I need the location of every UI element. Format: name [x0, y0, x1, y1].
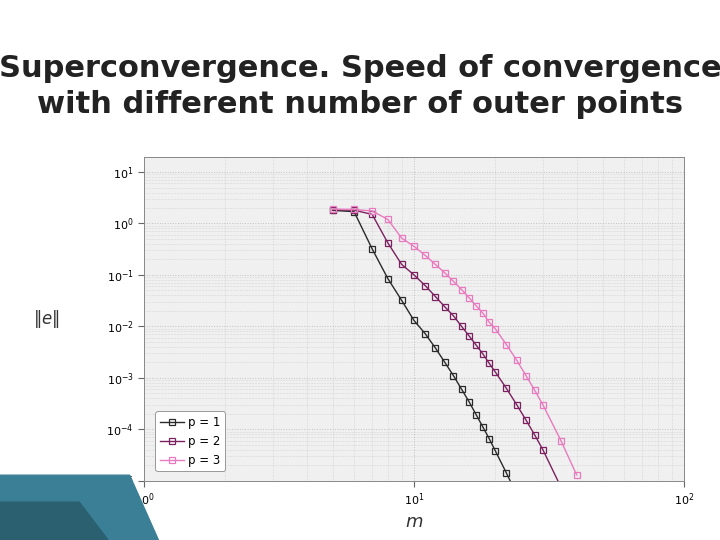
p = 1: [431, 345, 440, 351]
p = 2: [491, 369, 500, 375]
Line: p = 1: p = 1: [330, 207, 519, 497]
p = 3: [431, 261, 440, 268]
p = 1: [485, 436, 494, 442]
X-axis label: $\mathit{m}$: $\mathit{m}$: [405, 513, 423, 531]
p = 2: [513, 401, 521, 408]
p = 3: [465, 294, 474, 301]
p = 1: [472, 411, 480, 418]
p = 2: [557, 484, 565, 490]
Line: p = 3: p = 3: [330, 206, 580, 477]
Line: p = 2: p = 2: [330, 207, 564, 490]
p = 3: [457, 286, 466, 293]
p = 2: [350, 207, 359, 213]
p = 2: [465, 333, 474, 339]
p = 2: [485, 360, 494, 367]
p = 3: [328, 206, 337, 212]
p = 2: [328, 206, 337, 213]
p = 2: [397, 261, 406, 268]
p = 2: [431, 293, 440, 300]
p = 2: [539, 447, 547, 453]
p = 2: [410, 272, 418, 278]
p = 3: [449, 278, 458, 285]
p = 1: [384, 275, 392, 282]
p = 3: [421, 252, 430, 259]
Text: Superconvergence. Speed of convergence
with different number of outer points: Superconvergence. Speed of convergence w…: [0, 54, 720, 119]
Y-axis label: $\Vert e \Vert$: $\Vert e \Vert$: [33, 308, 60, 329]
p = 3: [441, 269, 449, 276]
p = 1: [502, 470, 510, 476]
p = 3: [491, 326, 500, 332]
p = 2: [479, 351, 487, 357]
p = 3: [479, 310, 487, 316]
p = 2: [384, 240, 392, 246]
p = 3: [513, 357, 521, 363]
p = 1: [421, 330, 430, 337]
Legend: p = 1, p = 2, p = 3: p = 1, p = 2, p = 3: [156, 411, 225, 471]
p = 3: [410, 243, 418, 249]
p = 3: [368, 208, 377, 214]
p = 3: [485, 319, 494, 326]
p = 1: [513, 491, 521, 497]
p = 1: [368, 246, 377, 252]
p = 2: [421, 282, 430, 289]
p = 2: [502, 385, 510, 392]
p = 3: [557, 437, 565, 444]
p = 1: [350, 208, 359, 215]
p = 2: [457, 323, 466, 329]
p = 2: [522, 417, 531, 423]
p = 2: [449, 313, 458, 319]
p = 1: [465, 399, 474, 405]
p = 1: [449, 373, 458, 379]
p = 1: [491, 448, 500, 454]
p = 1: [328, 207, 337, 214]
p = 3: [384, 216, 392, 222]
p = 1: [479, 424, 487, 430]
p = 3: [531, 387, 539, 394]
p = 3: [539, 401, 547, 408]
p = 1: [410, 317, 418, 323]
p = 1: [397, 297, 406, 303]
p = 1: [457, 386, 466, 393]
p = 3: [522, 373, 531, 379]
p = 2: [531, 432, 539, 438]
p = 3: [350, 206, 359, 213]
p = 2: [368, 211, 377, 218]
p = 1: [441, 359, 449, 366]
p = 3: [572, 471, 581, 478]
p = 3: [502, 341, 510, 348]
p = 3: [472, 302, 480, 309]
p = 3: [397, 235, 406, 241]
p = 2: [472, 342, 480, 348]
p = 2: [441, 303, 449, 310]
